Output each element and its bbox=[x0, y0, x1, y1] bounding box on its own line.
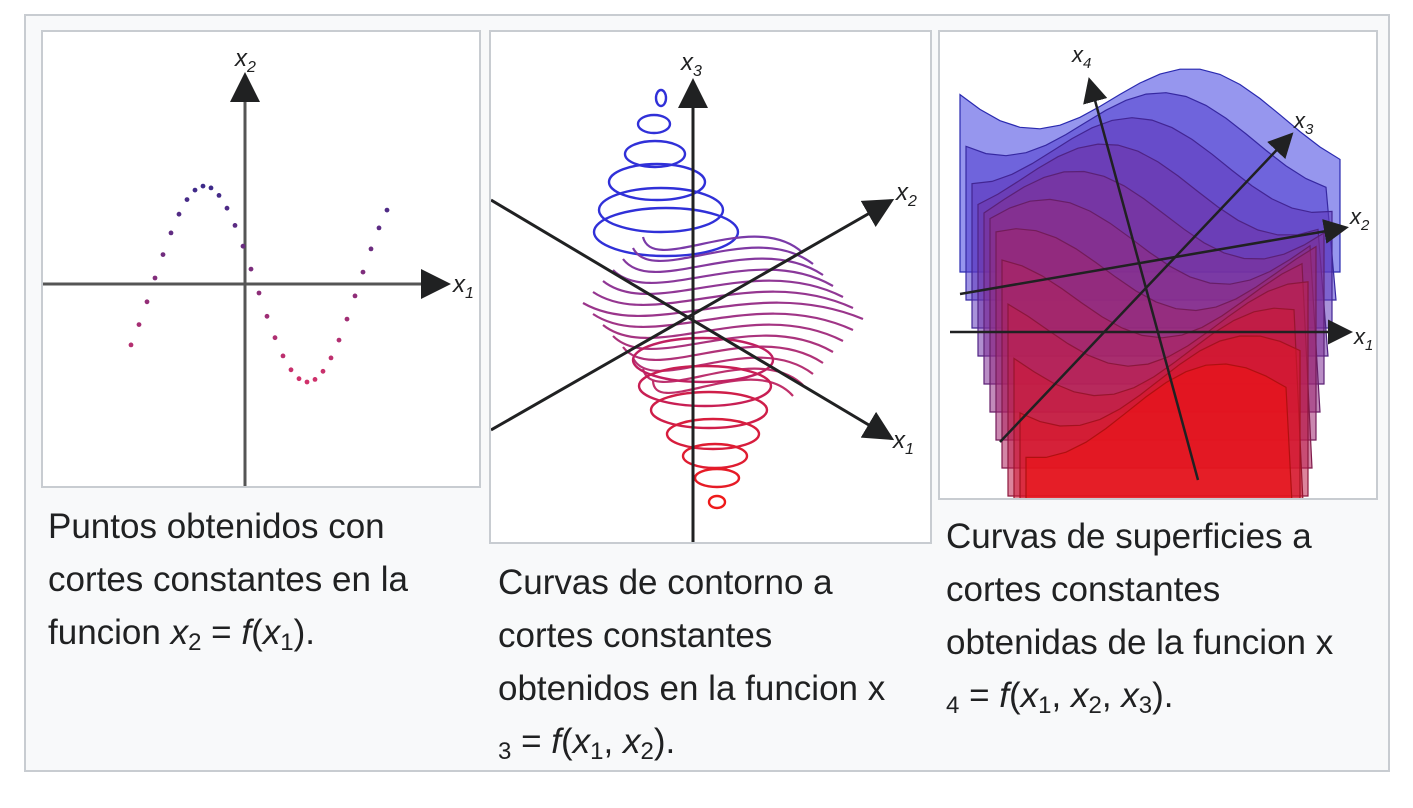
caption-line: Puntos obtenidos con bbox=[48, 507, 385, 546]
contour-ellipse bbox=[607, 162, 707, 202]
contour-ellipse bbox=[665, 417, 761, 451]
sample-point bbox=[336, 337, 342, 343]
sample-point bbox=[224, 205, 230, 211]
contour-ellipse bbox=[623, 139, 687, 169]
sample-point bbox=[296, 376, 302, 382]
surfaces-caption: Curvas de superficies a cortes constante… bbox=[946, 510, 1386, 722]
caption-line: Curvas de superficies a bbox=[946, 517, 1312, 556]
caption-line: cortes constantes bbox=[498, 616, 773, 655]
sample-point bbox=[280, 353, 286, 359]
surface-layer bbox=[1025, 363, 1293, 498]
sample-point bbox=[192, 187, 198, 193]
contour-curve bbox=[632, 246, 814, 265]
sample-point bbox=[344, 316, 350, 322]
contour-curve bbox=[602, 279, 844, 298]
points-diagram: x1 x2 bbox=[43, 45, 474, 486]
x4-axis-label: x4 bbox=[1071, 42, 1091, 72]
x2-axis-label: x2 bbox=[234, 45, 256, 76]
sample-point bbox=[136, 322, 142, 327]
sample-point bbox=[208, 185, 214, 191]
contour-curve bbox=[582, 301, 864, 321]
contour-ellipse bbox=[693, 467, 741, 489]
sample-point bbox=[304, 379, 310, 385]
caption-line: Curvas de contorno a bbox=[498, 563, 833, 602]
contour-ellipse bbox=[637, 364, 773, 408]
x3-axis-label: x3 bbox=[680, 49, 702, 80]
sample-point bbox=[376, 225, 382, 231]
caption-line: funcion x2 = f(x1). bbox=[48, 613, 315, 656]
contour-ellipse bbox=[636, 113, 672, 135]
contour-curve bbox=[641, 235, 804, 254]
sample-point bbox=[360, 269, 366, 275]
sample-point bbox=[328, 355, 334, 361]
contours-caption: Curvas de contorno a cortes constantes o… bbox=[498, 556, 938, 768]
sample-point bbox=[320, 368, 326, 374]
sample-point bbox=[128, 342, 134, 348]
sample-point bbox=[256, 290, 262, 296]
x1-axis-label: x1 bbox=[1353, 324, 1373, 354]
contours-thumbnail[interactable]: x1 x2 x3 bbox=[489, 30, 932, 544]
contour-ellipse bbox=[592, 206, 740, 258]
sample-point bbox=[384, 207, 390, 213]
sample-point bbox=[248, 266, 254, 272]
contour-curve bbox=[622, 345, 824, 364]
sample-point bbox=[264, 313, 270, 319]
sample-point bbox=[160, 252, 166, 257]
caption-line: obtenidas de la funcion x bbox=[946, 623, 1334, 662]
sample-point bbox=[200, 183, 206, 189]
sample-point bbox=[368, 246, 374, 252]
contour-curve bbox=[612, 334, 834, 353]
caption-line: cortes constantes en la bbox=[48, 560, 408, 599]
contour-ellipse bbox=[654, 88, 668, 108]
sample-point bbox=[144, 299, 150, 305]
x4-axis bbox=[1083, 77, 1200, 481]
x1-axis-label: x1 bbox=[452, 271, 474, 302]
points-caption: Puntos obtenidos con cortes constantes e… bbox=[48, 500, 488, 659]
contour-ellipse bbox=[631, 336, 775, 384]
caption-line: cortes constantes bbox=[946, 570, 1221, 609]
sample-point bbox=[184, 197, 190, 203]
x2-axis bbox=[491, 199, 895, 432]
caption-line: 3 = f(x1, x2). bbox=[498, 722, 676, 765]
x3-axis-label: x3 bbox=[1293, 108, 1314, 138]
contour-curve bbox=[612, 268, 834, 287]
sample-point bbox=[240, 243, 246, 249]
contour-ellipse bbox=[707, 494, 727, 510]
sample-point bbox=[216, 193, 222, 198]
sample-point bbox=[272, 335, 278, 341]
sample-point bbox=[312, 377, 318, 382]
sample-point bbox=[168, 230, 174, 236]
x1-axis-label: x1 bbox=[892, 427, 914, 458]
contour-ellipse bbox=[597, 186, 725, 234]
x2-axis-label: x2 bbox=[895, 179, 917, 210]
x2-axis bbox=[959, 219, 1349, 296]
surfaces-thumbnail[interactable]: x1 x2 x3 x4 bbox=[938, 30, 1378, 500]
contour-curve bbox=[592, 312, 854, 331]
sample-point bbox=[288, 367, 294, 373]
sample-point bbox=[152, 275, 158, 281]
x2-axis-label: x2 bbox=[1349, 204, 1370, 234]
contour-curve bbox=[651, 378, 794, 397]
caption-line: 4 = f(x1, x2, x3). bbox=[946, 676, 1174, 719]
figure-gallery: x1 x2 Puntos obtenidos con cortes consta… bbox=[24, 14, 1390, 772]
sample-point bbox=[352, 293, 358, 299]
contour-curve bbox=[632, 356, 814, 375]
sample-points bbox=[128, 183, 390, 385]
contours-diagram: x1 x2 x3 bbox=[491, 49, 917, 542]
contour-curve bbox=[592, 290, 854, 309]
contour-ellipse bbox=[649, 390, 769, 430]
x1-axis bbox=[491, 198, 895, 441]
contour-curves bbox=[582, 88, 864, 510]
points-thumbnail[interactable]: x1 x2 bbox=[41, 30, 481, 488]
surfaces-diagram: x1 x2 x3 x4 bbox=[950, 42, 1373, 498]
sample-point bbox=[232, 223, 238, 228]
caption-line: obtenidos en la funcion x bbox=[498, 669, 886, 708]
sample-point bbox=[176, 211, 182, 217]
contour-curve bbox=[622, 257, 824, 276]
